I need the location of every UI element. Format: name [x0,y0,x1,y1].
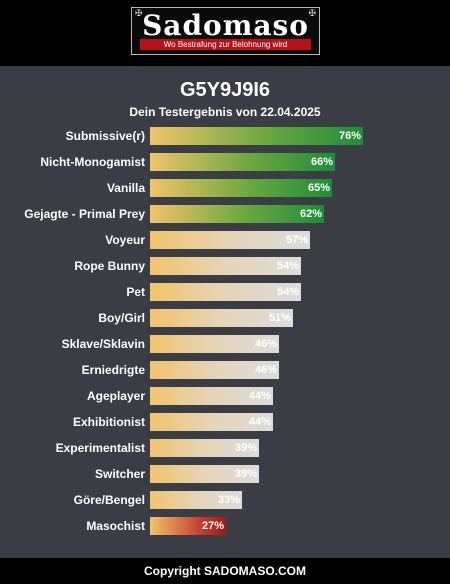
result-bar: 62% [150,205,324,223]
result-label: Experimentalist [55,441,145,455]
result-percentage: 46% [254,364,277,376]
result-bar: 65% [150,179,332,197]
result-bar: 39% [150,439,259,457]
ornament-icon: ✠ [308,9,316,19]
result-bar: 44% [150,387,273,405]
result-percentage: 62% [299,208,322,220]
result-label: Göre/Bengel [73,493,145,507]
result-label: Rope Bunny [74,259,145,273]
result-percentage: 39% [234,442,257,454]
logo-wordmark: Sadomaso [142,9,309,42]
result-label: Ageplayer [86,389,145,403]
result-label: Switcher [94,467,145,481]
result-percentage: 44% [248,390,271,402]
result-bar: 57% [150,231,310,249]
result-percentage: 57% [285,234,308,246]
result-row: Rope Bunny 54% [0,257,450,275]
result-subtitle: Dein Testergebnis von 22.04.2025 [129,105,321,119]
result-label: Submissive(r) [65,129,145,143]
result-label: Exhibitionist [73,415,145,429]
result-row: Erniedrigte 46% [0,361,450,379]
result-label: Masochist [86,519,145,533]
result-percentage: 46% [254,338,277,350]
result-bar: 46% [150,335,279,353]
result-label: Pet [126,285,145,299]
result-row: Experimentalist 39% [0,439,450,457]
result-bar: 54% [150,257,301,275]
result-row: Voyeur 57% [0,231,450,249]
result-percentage: 54% [276,260,299,272]
result-label: Nicht-Monogamist [40,155,145,169]
result-percentage: 76% [338,130,361,142]
result-bar: 76% [150,127,363,145]
ornament-icon: ✠ [135,9,143,19]
result-row: Nicht-Monogamist 66% [0,153,450,171]
result-bar: 51% [150,309,293,327]
result-bar: 33% [150,491,242,509]
result-row: Switcher 39% [0,465,450,483]
result-label: Erniedrigte [81,363,145,377]
result-bar: 27% [150,517,226,535]
result-percentage: 33% [217,494,240,506]
result-percentage: 44% [248,416,271,428]
result-row: Sklave/Sklavin 46% [0,335,450,353]
result-row: Boy/Girl 51% [0,309,450,327]
result-row: Masochist 27% [0,517,450,535]
result-bar: 54% [150,283,301,301]
result-bar: 39% [150,465,259,483]
result-label: Sklave/Sklavin [61,337,145,351]
result-percentage: 39% [234,468,257,480]
result-code: G5Y9J9I6 [179,79,271,101]
result-bar: 44% [150,413,273,431]
result-bar: 66% [150,153,335,171]
result-percentage: 65% [307,182,330,194]
result-percentage: 66% [310,156,333,168]
result-panel: G5Y9J9I6 Dein Testergebnis von 22.04.202… [0,66,450,558]
result-row: Ageplayer 44% [0,387,450,405]
result-row: Submissive(r) 76% [0,127,450,145]
result-percentage: 27% [201,520,224,532]
result-row: Göre/Bengel 33% [0,491,450,509]
result-row: Pet 54% [0,283,450,301]
site-logo[interactable]: ✠ ✠ Sadomaso Wo Bestrafung zur Belohnung… [131,7,320,55]
logo-tagline: Wo Bestrafung zur Belohnung wird [140,39,311,50]
result-row: Exhibitionist 44% [0,413,450,431]
site-header: ✠ ✠ Sadomaso Wo Bestrafung zur Belohnung… [0,0,450,66]
result-percentage: 54% [276,286,299,298]
result-label: Vanilla [106,181,145,195]
result-label: Boy/Girl [98,311,145,325]
result-label: Voyeur [105,233,145,247]
result-bar: 46% [150,361,279,379]
result-label: Gejagte - Primal Prey [24,207,145,221]
result-percentage: 51% [268,312,291,324]
result-row: Gejagte - Primal Prey 62% [0,205,450,223]
footer-copyright: Copyright SADOMASO.COM [0,558,450,584]
result-row: Vanilla 65% [0,179,450,197]
